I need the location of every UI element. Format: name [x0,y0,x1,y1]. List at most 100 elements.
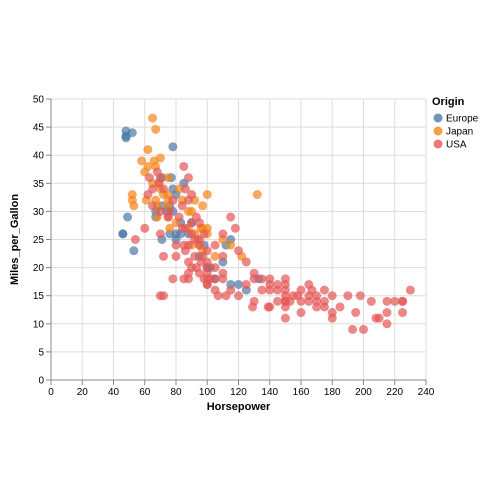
data-point-usa [177,201,187,211]
data-point-usa [199,229,209,239]
y-tick-label: 0 [38,376,44,387]
data-point-usa [319,302,329,312]
data-point-usa [249,268,259,278]
y-tick-label: 35 [33,179,45,190]
data-point-usa [180,184,190,194]
data-point-usa [241,257,251,267]
data-point-usa [155,173,165,183]
data-point-usa [257,285,267,295]
data-point-europe [168,142,178,152]
data-point-usa [405,285,415,295]
x-tick-label: 200 [355,387,372,398]
data-point-usa [241,279,251,289]
legend-swatch-japan [433,126,443,136]
data-point-usa [194,268,204,278]
legend-label-usa: USA [446,140,467,151]
data-point-usa [348,324,358,334]
axes: 0 20 40 60 80 100 120 140 160 180 200 220 240 0 5 10 15 2… [33,95,435,399]
data-point-usa [343,291,353,301]
data-point-usa [159,251,168,261]
data-point-japan [143,145,153,155]
data-point-usa [168,274,178,284]
data-point-usa [382,308,392,318]
data-point-usa [398,296,408,306]
data-point-usa [144,173,154,183]
data-point-usa [234,246,243,256]
data-point-usa [288,291,298,301]
data-point-japan [210,251,220,261]
data-point-europe [118,229,128,239]
data-point-usa [159,291,168,301]
data-point-usa [273,285,283,295]
data-point-usa [140,223,150,233]
data-point-usa [374,313,384,323]
grid [50,98,427,381]
data-point-usa [280,296,290,306]
legend: Europe Japan USA [433,113,479,151]
x-tick-label: 140 [261,387,278,398]
data-point-usa [171,240,181,250]
data-point-usa [205,274,215,284]
data-point-usa [312,296,322,306]
data-point-usa [210,263,220,273]
data-point-usa [187,190,197,200]
data-point-usa [398,308,408,318]
x-axis-title: Horsepower [207,401,271,413]
data-point-usa [273,296,283,306]
data-point-usa [184,173,193,183]
data-point-usa [218,251,228,261]
data-point-usa [155,206,165,216]
y-tick-label: 45 [33,123,45,134]
x-tick-label: 40 [108,387,120,398]
data-point-japan [174,184,184,194]
data-point-usa [366,296,376,306]
data-point-usa [191,212,201,222]
y-tick-label: 25 [33,235,45,246]
data-point-usa [202,257,212,267]
data-point-usa [257,274,267,284]
x-tick-label: 0 [48,387,54,398]
data-point-usa [210,240,220,250]
data-point-usa [159,184,168,194]
data-point-europe [129,246,139,256]
data-point-usa [382,296,392,306]
data-point-japan [137,156,147,166]
data-point-europe [123,212,133,222]
data-point-usa [179,161,189,171]
data-point-japan [127,190,137,200]
data-point-usa [171,251,181,261]
y-axis-title: Miles_per_Gallon [9,194,21,285]
data-point-usa [226,212,236,222]
data-point-usa [190,251,200,261]
x-tick-label: 180 [324,387,341,398]
data-point-usa [168,195,178,205]
data-point-europe [234,279,243,289]
data-point-europe [127,128,137,138]
data-point-usa [304,296,314,306]
y-tick-label: 15 [33,291,45,302]
data-point-usa [265,274,275,284]
data-point-japan [149,156,159,166]
data-point-usa [382,319,392,329]
data-point-usa [359,324,368,334]
data-point-japan [165,223,175,233]
data-point-usa [390,296,400,306]
data-point-usa [234,291,243,301]
data-points [118,113,415,334]
data-point-usa [218,268,228,278]
data-point-usa [263,302,273,312]
x-tick-label: 120 [230,387,247,398]
x-tick-label: 220 [386,387,403,398]
data-point-usa [327,291,337,301]
data-point-usa [202,246,212,256]
data-point-usa [180,223,190,233]
legend-label-europe: Europe [446,114,479,125]
data-point-usa [351,308,361,318]
data-point-japan [226,240,236,250]
data-point-japan [163,173,173,183]
legend-swatch-usa [433,139,443,149]
data-point-usa [148,184,158,194]
data-point-japan [143,161,153,171]
data-point-usa [335,302,345,312]
x-tick-label: 60 [139,387,151,398]
